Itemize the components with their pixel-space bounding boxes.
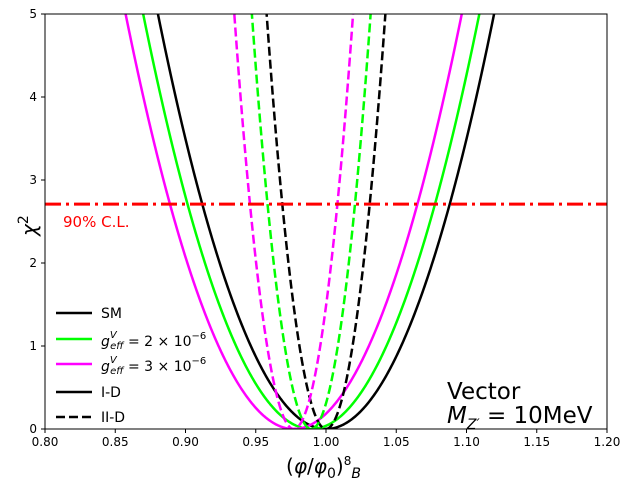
y-axis-ticks: 0 1 2 3 4 5 [29,7,45,436]
x-axis-title: (φ/φ0)8B [286,454,361,482]
x-tick-label: 0.80 [32,435,59,449]
curve-i-d-g-2e-6 [141,14,481,429]
x-tick-label: 1.20 [594,435,621,449]
x-axis-ticks: 0.80 0.85 0.90 0.95 1.00 1.05 1.10 1.15 1.20 [32,429,621,449]
legend: SM gV eff = 2 × 10−6 gV eff = 3 × 10−6 I-D… [56,306,206,426]
x-tick-label: 0.95 [242,435,269,449]
x-tick-label: 1.15 [523,435,550,449]
legend-iid-label: II-D [101,410,125,426]
curves-layer [124,14,496,429]
y-tick-label: 5 [29,7,37,21]
annotation-mass: MZ′ = 10MeV [447,403,593,433]
y-tick-label: 4 [29,90,37,104]
y-tick-label: 3 [29,173,37,187]
legend-g2-label: gV eff = 2 × 10−6 [101,330,206,352]
curve-i-d-g-3e-6 [124,14,464,429]
y-axis-title: χ2 [16,215,41,237]
cl-label: 90% C.L. [63,213,129,231]
legend-id-label: I-D [101,385,121,401]
curve-ii-d-g-3e-6 [233,14,355,429]
x-tick-label: 0.85 [102,435,129,449]
x-tick-label: 1.00 [313,435,340,449]
x-tick-label: 0.90 [172,435,199,449]
y-tick-label: 2 [29,256,37,270]
legend-g3-label: gV eff = 3 × 10−6 [101,355,206,377]
legend-sm-label: SM [101,306,122,322]
x-tick-label: 1.10 [453,435,480,449]
y-tick-label: 1 [29,339,37,353]
x-tick-label: 1.05 [383,435,410,449]
annotation-vector: Vector [447,379,521,405]
curve-ii-d-g-2e-6 [250,14,372,429]
y-tick-label: 0 [29,422,37,436]
